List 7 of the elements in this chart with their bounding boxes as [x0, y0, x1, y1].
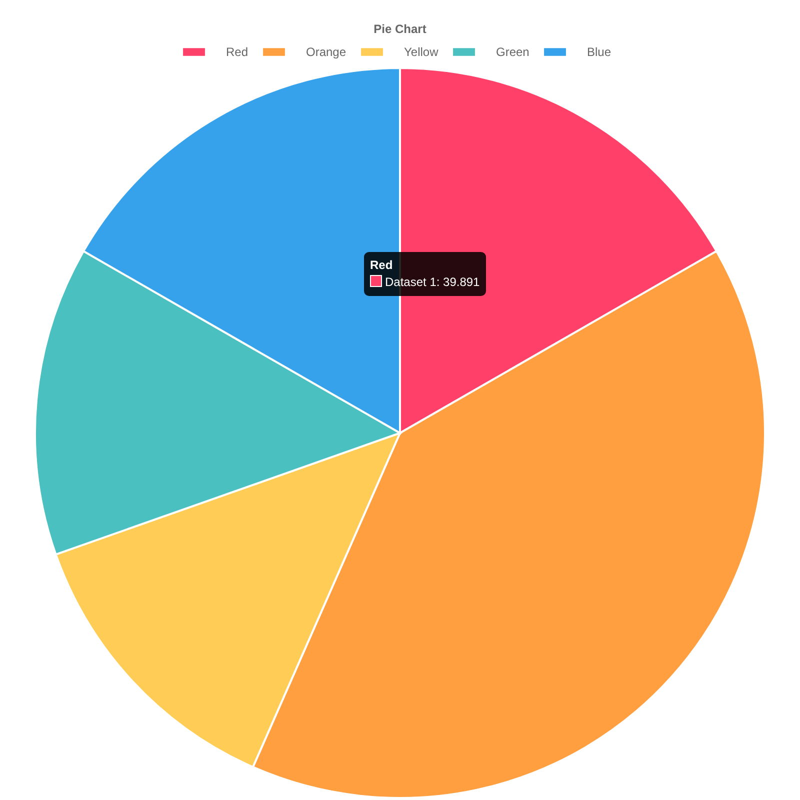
- chart-title: Pie Chart: [374, 22, 426, 36]
- legend-label: Blue: [587, 45, 612, 59]
- legend-label: Green: [496, 45, 530, 59]
- legend-label: Orange: [306, 45, 346, 59]
- tooltip: Red Dataset 1: 39.891: [364, 252, 486, 296]
- legend-label: Red: [226, 45, 248, 59]
- legend-label: Yellow: [404, 45, 439, 59]
